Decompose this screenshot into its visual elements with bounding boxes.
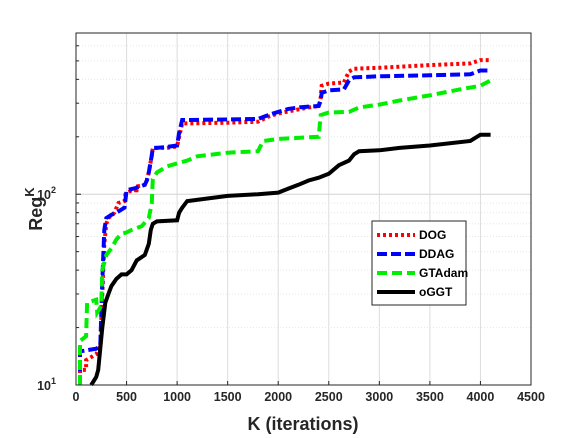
x-tick-label: 2000 xyxy=(264,390,292,404)
legend: DOG DDAG GTAdam oGGT xyxy=(371,220,468,306)
y-tick-exponent: 2 xyxy=(51,185,56,195)
legend-label-gtadam: GTAdam xyxy=(419,266,468,280)
x-tick-label: 0 xyxy=(73,390,80,404)
y-axis-title-main: Reg xyxy=(26,197,46,231)
plot-border xyxy=(75,32,532,386)
x-tick-label: 2500 xyxy=(315,390,343,404)
y-tick-exponent: 1 xyxy=(51,376,56,386)
x-tick-label: 3000 xyxy=(365,390,393,404)
x-axis-title: K (iterations) xyxy=(247,414,358,434)
y-axis-title-superscript: K xyxy=(22,187,37,197)
y-tick-label: 101 xyxy=(37,376,56,393)
x-tick-label: 1000 xyxy=(163,390,191,404)
series-line-oggt xyxy=(89,132,491,387)
series-lines xyxy=(78,58,492,387)
series-line-gtadam xyxy=(78,78,492,385)
plot-area xyxy=(76,33,531,385)
axis-ticks: 0 500 1000 1500 2000 2500 3000 3500 4000 45001011… xyxy=(37,32,545,404)
x-tick-label: 1500 xyxy=(214,390,242,404)
y-tick-label: 102 xyxy=(37,185,56,202)
y-tick-base: 10 xyxy=(37,188,51,202)
x-tick-label: 500 xyxy=(116,390,137,404)
y-tick-base: 10 xyxy=(37,379,51,393)
y-axis-title: RegK xyxy=(22,187,46,231)
x-tick-label: 4500 xyxy=(517,390,545,404)
legend-label-dog: DOG xyxy=(419,228,446,242)
x-tick-label: 4000 xyxy=(467,390,495,404)
x-tick-label: 3500 xyxy=(416,390,444,404)
legend-label-oggt: oGGT xyxy=(419,285,453,299)
legend-label-ddag: DDAG xyxy=(419,247,454,261)
series-line-ddag xyxy=(78,68,491,385)
